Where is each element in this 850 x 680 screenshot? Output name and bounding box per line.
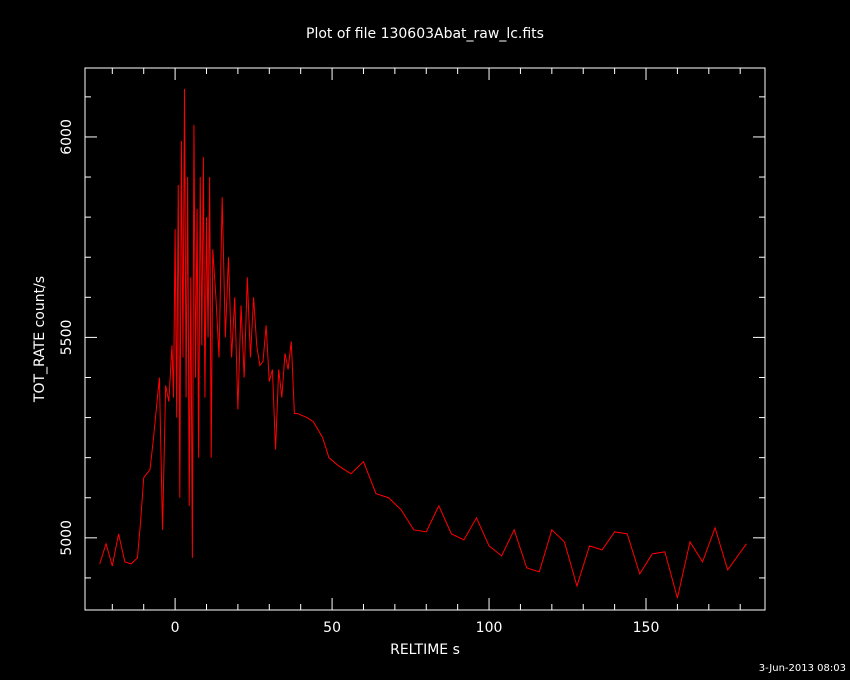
- y-tick-label: 5500: [59, 320, 75, 356]
- y-tick-label: 5000: [59, 520, 75, 556]
- x-tick-label: 150: [633, 620, 660, 636]
- x-tick-label: 0: [171, 620, 180, 636]
- x-axis-label: RELTIME s: [390, 642, 460, 658]
- light-curve: [99, 88, 747, 599]
- y-axis-label: TOT_RATE count/s: [32, 276, 48, 403]
- chart-title: Plot of file 130603Abat_raw_lc.fits: [306, 26, 544, 42]
- y-tick-label: 6000: [59, 119, 75, 155]
- plot-frame: [84, 67, 766, 611]
- x-tick-label: 50: [323, 620, 341, 636]
- x-tick-label: 100: [476, 620, 503, 636]
- footer: 3-Jun-2013 08:03: [759, 663, 846, 674]
